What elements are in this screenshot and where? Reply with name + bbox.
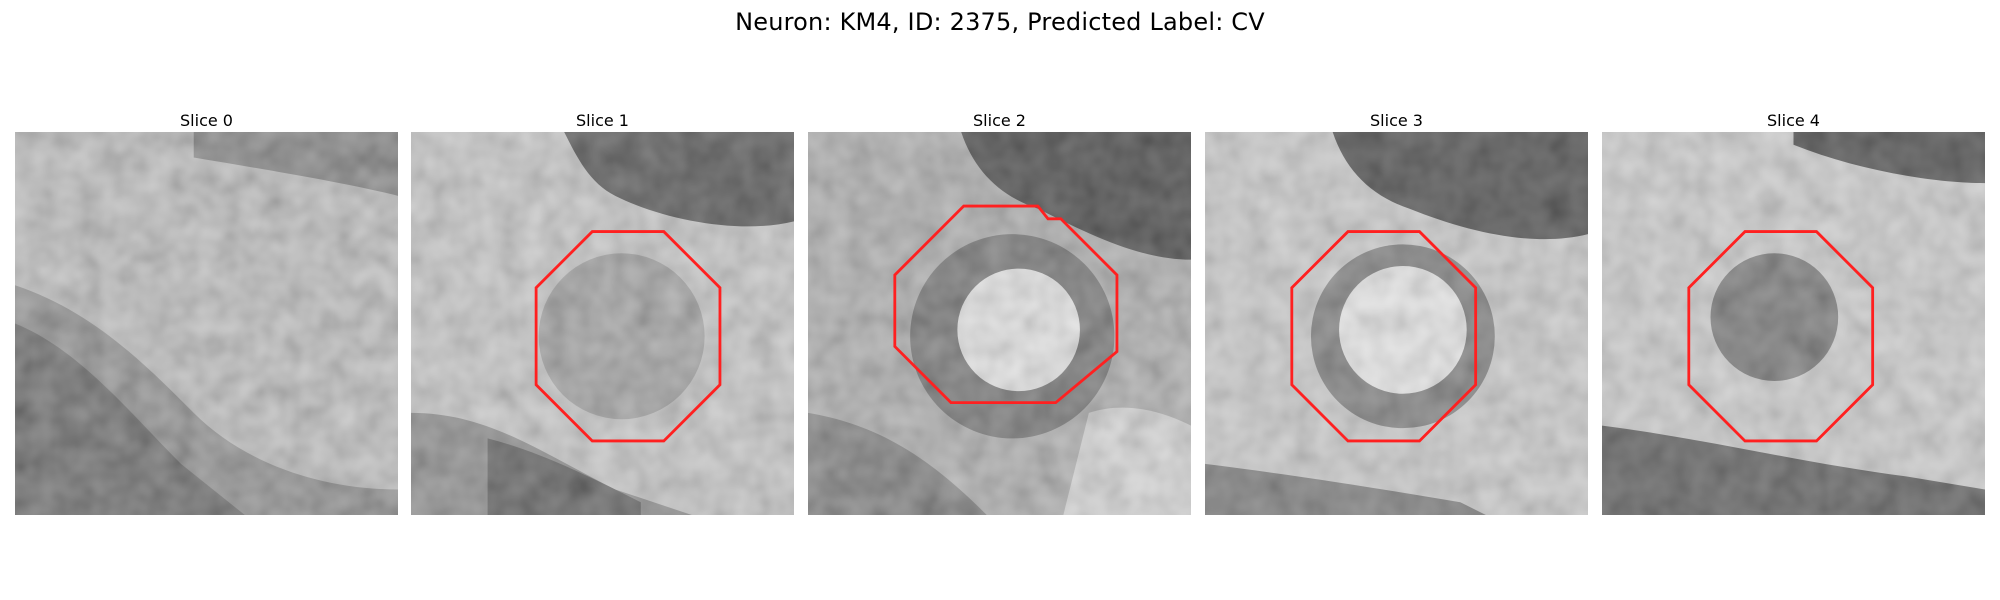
slice-image-1 xyxy=(411,132,794,515)
slice-title-1: Slice 1 xyxy=(576,111,629,130)
slice-image-3 xyxy=(1205,132,1588,515)
slice-panel-3: Slice 3 xyxy=(1205,110,1588,515)
roi-outline-1 xyxy=(534,230,722,443)
slice-panel-4: Slice 4 xyxy=(1602,110,1985,515)
slice-image-2 xyxy=(808,132,1191,515)
slice-panel-0: Slice 0 xyxy=(15,110,398,515)
roi-outline-4 xyxy=(1687,230,1875,443)
slice-title-4: Slice 4 xyxy=(1767,111,1820,130)
slice-image-0 xyxy=(15,132,398,515)
slice-panel-2: Slice 2 xyxy=(808,110,1191,515)
slice-panel-1: Slice 1 xyxy=(411,110,794,515)
figure-title: Neuron: KM4, ID: 2375, Predicted Label: … xyxy=(735,8,1265,36)
roi-outline-2 xyxy=(893,204,1119,405)
slice-image-4 xyxy=(1602,132,1985,515)
roi-outline-3 xyxy=(1290,230,1478,443)
slice-title-3: Slice 3 xyxy=(1370,111,1423,130)
slice-title-0: Slice 0 xyxy=(180,111,233,130)
slice-title-2: Slice 2 xyxy=(973,111,1026,130)
